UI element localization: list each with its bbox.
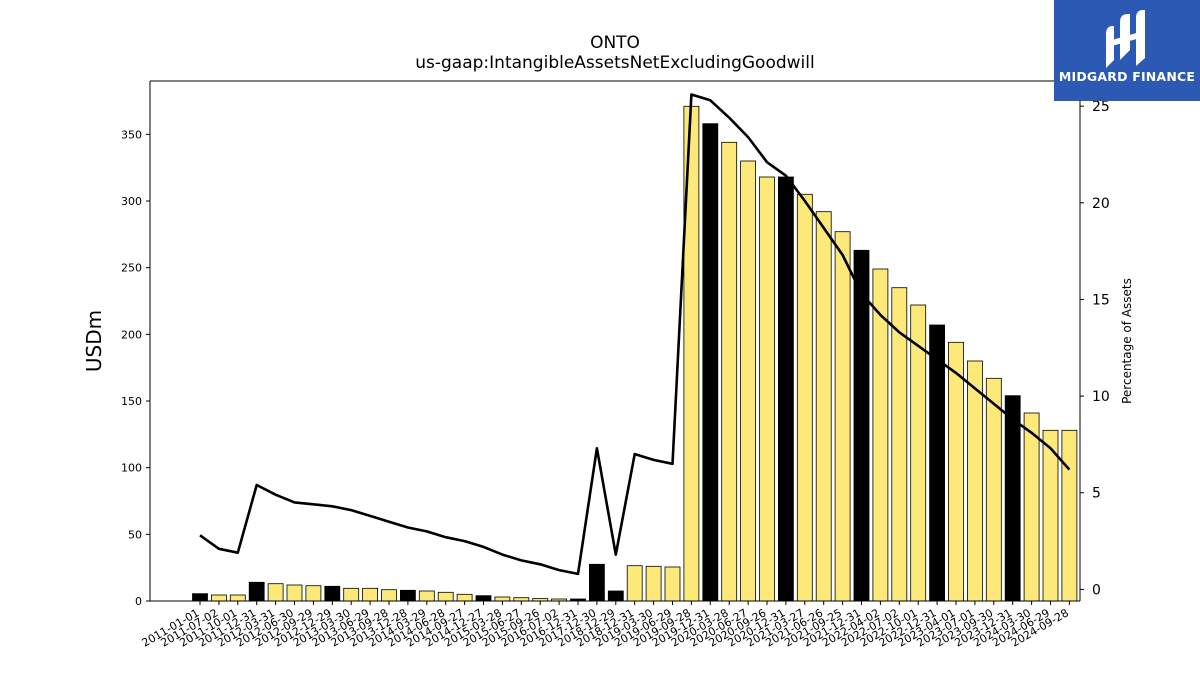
bar — [740, 160, 756, 602]
logo-mark-icon — [1106, 10, 1145, 68]
y-tick-label: 0 — [135, 595, 142, 608]
bar — [305, 585, 322, 602]
bar — [948, 341, 964, 602]
bar — [967, 360, 983, 602]
bar — [494, 596, 511, 602]
bar — [815, 211, 832, 602]
bar — [985, 377, 1002, 602]
bar — [1061, 429, 1078, 602]
bar — [324, 585, 341, 602]
bar — [929, 324, 945, 602]
y2-tick-label: 15 — [1092, 292, 1110, 308]
logo-text: MIDGARD FINANCE — [1058, 69, 1196, 84]
y-tick-label: 250 — [121, 262, 142, 275]
bar — [210, 594, 227, 602]
y-tick-label: 200 — [121, 328, 142, 341]
bar — [343, 587, 360, 602]
bar — [702, 123, 719, 602]
y2-tick-label: 25 — [1092, 99, 1110, 115]
bar — [626, 565, 643, 602]
bar — [267, 583, 284, 602]
y2-tick-label: 0 — [1092, 582, 1101, 598]
y2-tick-label: 5 — [1092, 486, 1101, 502]
bar — [759, 176, 775, 602]
bar — [721, 141, 738, 602]
y-tick-label: 350 — [121, 128, 142, 141]
chart-title: ONTO — [590, 33, 640, 53]
bar — [475, 595, 492, 602]
bar — [834, 231, 851, 602]
bar — [229, 594, 246, 602]
bar — [796, 193, 813, 602]
midgard-finance-logo: MIDGARD FINANCE — [1054, 0, 1200, 101]
series-line — [199, 93, 1071, 576]
bar — [1004, 395, 1021, 602]
bar — [362, 587, 379, 602]
y-tick-label: 300 — [121, 195, 142, 208]
y-axis-label: USDm — [82, 310, 106, 372]
bar — [456, 593, 473, 602]
bar — [437, 591, 454, 602]
y-tick-label: 50 — [128, 528, 142, 541]
bar — [778, 176, 794, 602]
y2-tick-label: 10 — [1092, 389, 1110, 405]
bar — [664, 566, 681, 602]
bar — [1023, 412, 1040, 602]
bar — [192, 593, 208, 602]
y2-axis-label: Percentage of Assets — [1120, 278, 1134, 404]
bar — [607, 590, 624, 602]
bar — [399, 589, 416, 602]
bar — [418, 590, 435, 602]
bar — [853, 249, 870, 602]
bar — [645, 565, 662, 602]
bar — [589, 563, 605, 602]
bar — [381, 589, 397, 602]
bar — [286, 584, 303, 602]
y-tick-label: 100 — [121, 462, 142, 475]
bar — [248, 581, 265, 602]
chart-subtitle: us-gaap:IntangibleAssetsNetExcludingGood… — [415, 53, 815, 73]
y-tick-label: 150 — [121, 395, 142, 408]
y2-tick-label: 20 — [1092, 196, 1110, 212]
